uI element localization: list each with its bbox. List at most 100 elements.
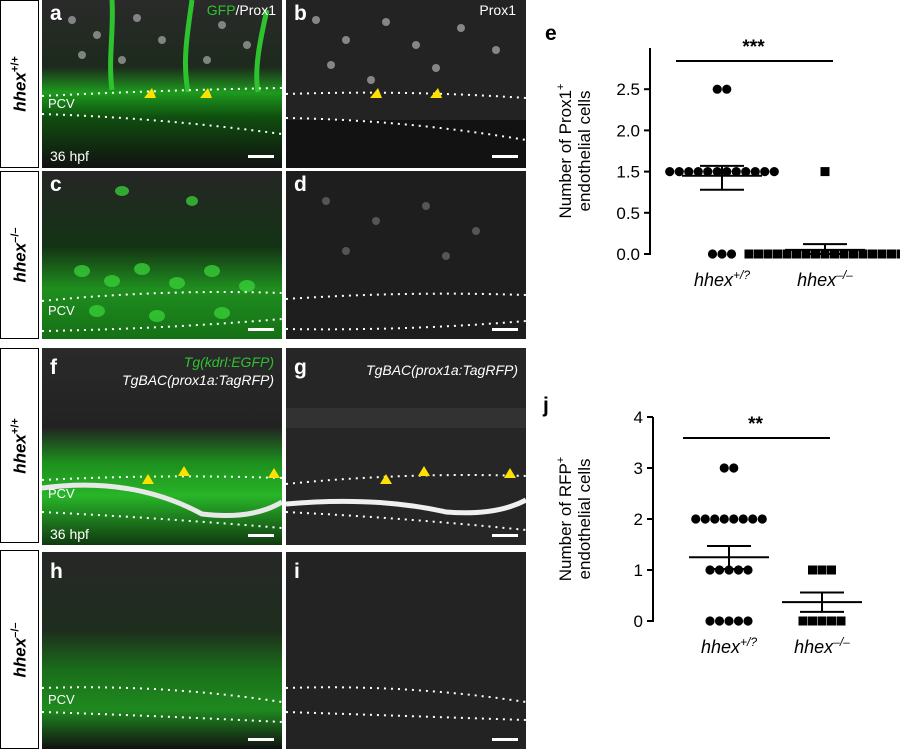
row-label-wildtype-top: hhex+/+ <box>0 0 39 168</box>
data-point <box>750 167 760 177</box>
panel-g-micrograph <box>286 348 526 545</box>
panel-f-letter: f <box>50 356 57 379</box>
y-tick-label: 1 <box>634 561 643 580</box>
panel-f-micrograph <box>42 348 282 545</box>
panel-f-vessel-label: PCV <box>48 486 75 501</box>
channel-white-label: /Prox1 <box>235 2 276 18</box>
scale-bar <box>492 534 518 537</box>
data-point <box>827 616 836 626</box>
y-tick-label: 0.0 <box>616 245 640 264</box>
graph-j: j 0 1 2 3 4 Number of RFP+ endothelial cells **… <box>535 348 900 668</box>
data-point <box>827 565 836 575</box>
data-point <box>836 616 846 626</box>
panel-i-micrograph <box>286 552 526 749</box>
data-point <box>710 514 720 524</box>
significance-stars: ** <box>748 414 763 435</box>
graph-e: e 0.0 0.5 1.5 2.0 2.5 Number of Prox1+endothe… <box>535 0 900 340</box>
y-tick-label: 4 <box>634 408 643 427</box>
data-point <box>782 249 792 259</box>
x-tick-label: hhex–/– <box>794 635 850 657</box>
panel-c-letter: c <box>50 173 62 196</box>
panel-f-stage-label: 36 hpf <box>50 526 89 542</box>
data-point <box>712 84 722 94</box>
data-point <box>773 249 782 259</box>
row-label-mutant-top: hhex–/– <box>0 171 39 339</box>
data-point <box>665 167 675 177</box>
data-point <box>719 463 729 473</box>
data-point <box>858 249 868 259</box>
data-point <box>743 616 753 626</box>
row-label-gene: hhex <box>9 637 29 677</box>
panel-d-image: d <box>286 171 526 339</box>
data-point <box>733 565 744 575</box>
panel-i-letter: i <box>294 560 300 583</box>
scale-bar <box>248 534 274 537</box>
x-tick-label: hhex–/– <box>797 268 853 290</box>
y-tick-label: 1.5 <box>616 163 640 182</box>
data-point <box>722 84 732 94</box>
data-point <box>744 249 754 259</box>
panel-b-letter: b <box>294 2 307 25</box>
graph-j-plot: 0 1 2 3 4 Number of RFP+ endothelial cells ** hh… <box>555 408 862 657</box>
scale-bar <box>492 738 518 741</box>
data-point <box>754 249 763 259</box>
row-label-wildtype-bottom: hhex+/+ <box>0 348 39 543</box>
row-label-gene: hhex <box>9 72 29 112</box>
y-tick-label: 2 <box>634 510 643 529</box>
data-point <box>722 167 732 177</box>
panel-g-image: g TgBAC(prox1a:TagRFP) <box>286 348 526 545</box>
row-label-gene: hhex <box>9 433 29 474</box>
data-point <box>769 167 779 177</box>
panel-h-image: h PCV <box>42 552 282 749</box>
data-point <box>719 514 729 524</box>
panel-h-vessel-label: PCV <box>48 692 75 707</box>
panel-c-vessel-label: PCV <box>48 303 75 318</box>
data-point <box>674 167 684 177</box>
data-point <box>693 167 703 177</box>
channel-green-label: GFP <box>206 2 236 18</box>
significance-stars: *** <box>742 37 765 58</box>
data-point <box>877 249 887 259</box>
data-point <box>724 565 734 575</box>
data-point <box>763 249 773 259</box>
data-point <box>731 167 741 177</box>
y-tick-label: 0 <box>634 612 643 631</box>
panel-f-line-white: TgBAC(prox1a:TagRFP) <box>122 372 274 388</box>
data-point <box>724 616 734 626</box>
panel-h-micrograph <box>42 552 282 749</box>
data-point <box>741 167 751 177</box>
data-point <box>757 514 767 524</box>
data-point <box>792 249 801 259</box>
row-label-gene: hhex <box>9 242 29 283</box>
panel-a-vessel-label: PCV <box>48 96 75 111</box>
y-axis-label: Number of RFP+ endothelial cells <box>555 457 594 582</box>
graph-j-letter: j <box>543 394 549 417</box>
y-axis-label: Number of Prox1+endothelial cells <box>555 84 594 219</box>
graph-e-plot: 0.0 0.5 1.5 2.0 2.5 Number of Prox1+endotheli… <box>555 37 900 290</box>
data-point <box>808 565 817 575</box>
data-point <box>733 616 744 626</box>
data-point <box>712 167 722 177</box>
data-point <box>717 249 727 259</box>
data-point <box>729 463 739 473</box>
data-point <box>714 616 725 626</box>
y-tick-label: 0.5 <box>616 204 640 223</box>
panel-g-line-label: TgBAC(prox1a:TagRFP) <box>366 362 518 378</box>
data-point <box>707 249 718 259</box>
panel-b-channel-label: Prox1 <box>479 2 516 18</box>
data-point <box>808 616 817 626</box>
panel-g-letter: g <box>294 356 307 379</box>
data-point <box>820 167 830 177</box>
data-point <box>760 167 770 177</box>
data-point <box>705 616 715 626</box>
scale-bar <box>248 738 274 741</box>
panel-i-image: i <box>286 552 526 749</box>
data-point <box>705 565 715 575</box>
data-point <box>691 514 701 524</box>
data-point <box>896 249 900 259</box>
data-point <box>714 565 725 575</box>
scale-bar <box>248 155 274 158</box>
data-point <box>729 514 739 524</box>
graph-e-letter: e <box>545 22 557 45</box>
data-point <box>868 249 877 259</box>
